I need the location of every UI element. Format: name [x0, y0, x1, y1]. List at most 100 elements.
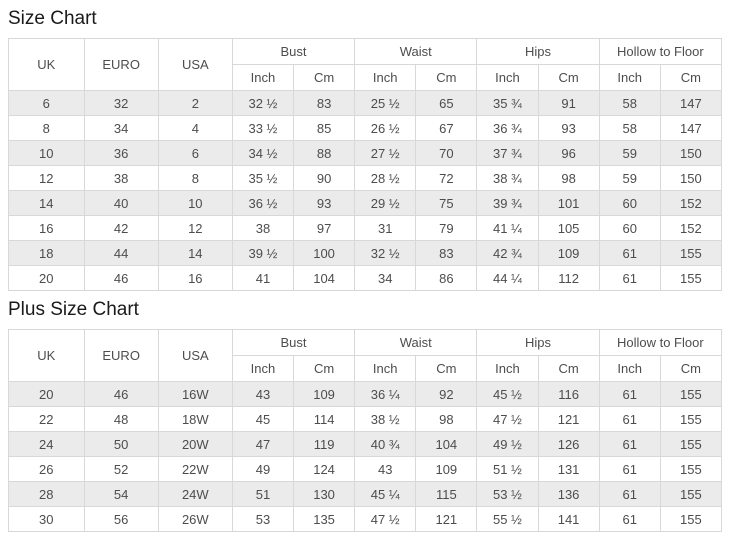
- data-cell: 59: [598, 140, 661, 166]
- table-row: 6 32 2 32 ½ 83 25 ½ 65 35 ¾ 91 58 147: [8, 90, 723, 116]
- data-cell: 150: [659, 140, 723, 166]
- data-cell: 105: [537, 215, 600, 241]
- data-cell: 36: [83, 140, 159, 166]
- column-header-uk: UK: [8, 38, 85, 91]
- data-cell: 44 ¼: [476, 265, 539, 291]
- data-cell: 20: [8, 265, 85, 291]
- data-cell: 16: [157, 265, 233, 291]
- unit-header-hips-cm: Cm: [537, 64, 600, 91]
- data-cell: 39 ¾: [476, 190, 539, 216]
- data-cell: 130: [293, 481, 356, 507]
- data-cell: 38 ½: [354, 406, 417, 432]
- unit-header-bust-cm: Cm: [293, 355, 356, 382]
- header-row-groups: UK EURO USA Bust Waist Hips Hollow to Floor: [8, 329, 723, 382]
- data-cell: 61: [598, 406, 661, 432]
- plus-size-chart-title: Plus Size Chart: [8, 299, 139, 320]
- data-cell: 121: [415, 506, 478, 532]
- data-cell: 40: [83, 190, 159, 216]
- data-cell: 6: [8, 90, 85, 116]
- table-row: 30 56 26W 53 135 47 ½ 121 55 ½ 141 61 155: [8, 506, 723, 532]
- data-cell: 100: [293, 240, 356, 266]
- data-cell: 12: [157, 215, 233, 241]
- table-row: 20 46 16W 43 109 36 ¼ 92 45 ½ 116 61 155: [8, 381, 723, 407]
- data-cell: 43: [354, 456, 417, 482]
- data-cell: 49 ½: [476, 431, 539, 457]
- data-cell: 75: [415, 190, 478, 216]
- data-cell: 109: [537, 240, 600, 266]
- data-cell: 42: [83, 215, 159, 241]
- data-cell: 6: [157, 140, 233, 166]
- data-cell: 28: [8, 481, 85, 507]
- data-cell: 92: [415, 381, 478, 407]
- data-cell: 93: [293, 190, 356, 216]
- data-cell: 34: [354, 265, 417, 291]
- header-row-units: Inch Cm Inch Cm Inch Cm Inch Cm: [9, 355, 723, 382]
- data-cell: 16W: [157, 381, 233, 407]
- data-cell: 37 ¾: [476, 140, 539, 166]
- data-cell: 20W: [157, 431, 233, 457]
- data-cell: 83: [293, 90, 356, 116]
- data-cell: 61: [598, 481, 661, 507]
- data-cell: 46: [83, 265, 159, 291]
- data-cell: 155: [659, 481, 723, 507]
- data-cell: 51: [231, 481, 295, 507]
- size-chart-section: Size Chart UK EURO USA Bust Waist Hips Hollow …: [8, 8, 723, 291]
- data-cell: 34 ½: [231, 140, 295, 166]
- column-header-uk: UK: [8, 329, 85, 382]
- data-cell: 49: [231, 456, 295, 482]
- data-cell: 35 ¾: [476, 90, 539, 116]
- data-cell: 131: [537, 456, 600, 482]
- data-cell: 109: [415, 456, 478, 482]
- data-cell: 12: [8, 165, 85, 191]
- plus-size-chart-table-header: UK EURO USA Bust Waist Hips Hollow to Floor Inc…: [8, 329, 723, 382]
- data-cell: 31: [354, 215, 417, 241]
- unit-header-waist-cm: Cm: [415, 64, 478, 91]
- column-header-usa: USA: [157, 329, 233, 382]
- data-cell: 112: [537, 265, 600, 291]
- plus-size-chart-table-body: 20 46 16W 43 109 36 ¼ 92 45 ½ 116 61 155 22 48 18W 45 1…: [8, 381, 723, 532]
- data-cell: 147: [659, 115, 723, 141]
- data-cell: 8: [157, 165, 233, 191]
- data-cell: 155: [659, 240, 723, 266]
- data-cell: 141: [537, 506, 600, 532]
- data-cell: 91: [537, 90, 600, 116]
- data-cell: 124: [293, 456, 356, 482]
- data-cell: 32: [83, 90, 159, 116]
- data-cell: 85: [293, 115, 356, 141]
- data-cell: 121: [537, 406, 600, 432]
- data-cell: 39 ½: [231, 240, 295, 266]
- data-cell: 50: [83, 431, 159, 457]
- data-cell: 96: [537, 140, 600, 166]
- column-group-header-hollow-to-floor: Hollow to Floor: [598, 329, 723, 356]
- data-cell: 61: [598, 381, 661, 407]
- data-cell: 150: [659, 165, 723, 191]
- data-cell: 104: [415, 431, 478, 457]
- data-cell: 28 ½: [354, 165, 417, 191]
- data-cell: 104: [293, 265, 356, 291]
- table-row: 16 42 12 38 97 31 79 41 ¼ 105 60 152: [8, 215, 723, 241]
- data-cell: 18W: [157, 406, 233, 432]
- data-cell: 116: [537, 381, 600, 407]
- size-chart-table-body: 6 32 2 32 ½ 83 25 ½ 65 35 ¾ 91 58 147 8 34 4 33 ½ 85 26 …: [8, 90, 723, 291]
- data-cell: 40 ¾: [354, 431, 417, 457]
- data-cell: 10: [157, 190, 233, 216]
- column-group-header-bust: Bust: [231, 329, 356, 356]
- data-cell: 10: [8, 140, 85, 166]
- data-cell: 101: [537, 190, 600, 216]
- table-row: 14 40 10 36 ½ 93 29 ½ 75 39 ¾ 101 60 152: [8, 190, 723, 216]
- table-row: 18 44 14 39 ½ 100 32 ½ 83 42 ¾ 109 61 155: [8, 240, 723, 266]
- data-cell: 20: [8, 381, 85, 407]
- unit-header-hollow-to-floor-inch: Inch: [598, 64, 661, 91]
- data-cell: 46: [83, 381, 159, 407]
- data-cell: 33 ½: [231, 115, 295, 141]
- data-cell: 14: [157, 240, 233, 266]
- data-cell: 47 ½: [476, 406, 539, 432]
- data-cell: 8: [8, 115, 85, 141]
- table-row: 8 34 4 33 ½ 85 26 ½ 67 36 ¾ 93 58 147: [8, 115, 723, 141]
- size-chart-title: Size Chart: [8, 8, 97, 29]
- data-cell: 26: [8, 456, 85, 482]
- data-cell: 72: [415, 165, 478, 191]
- data-cell: 115: [415, 481, 478, 507]
- data-cell: 2: [157, 90, 233, 116]
